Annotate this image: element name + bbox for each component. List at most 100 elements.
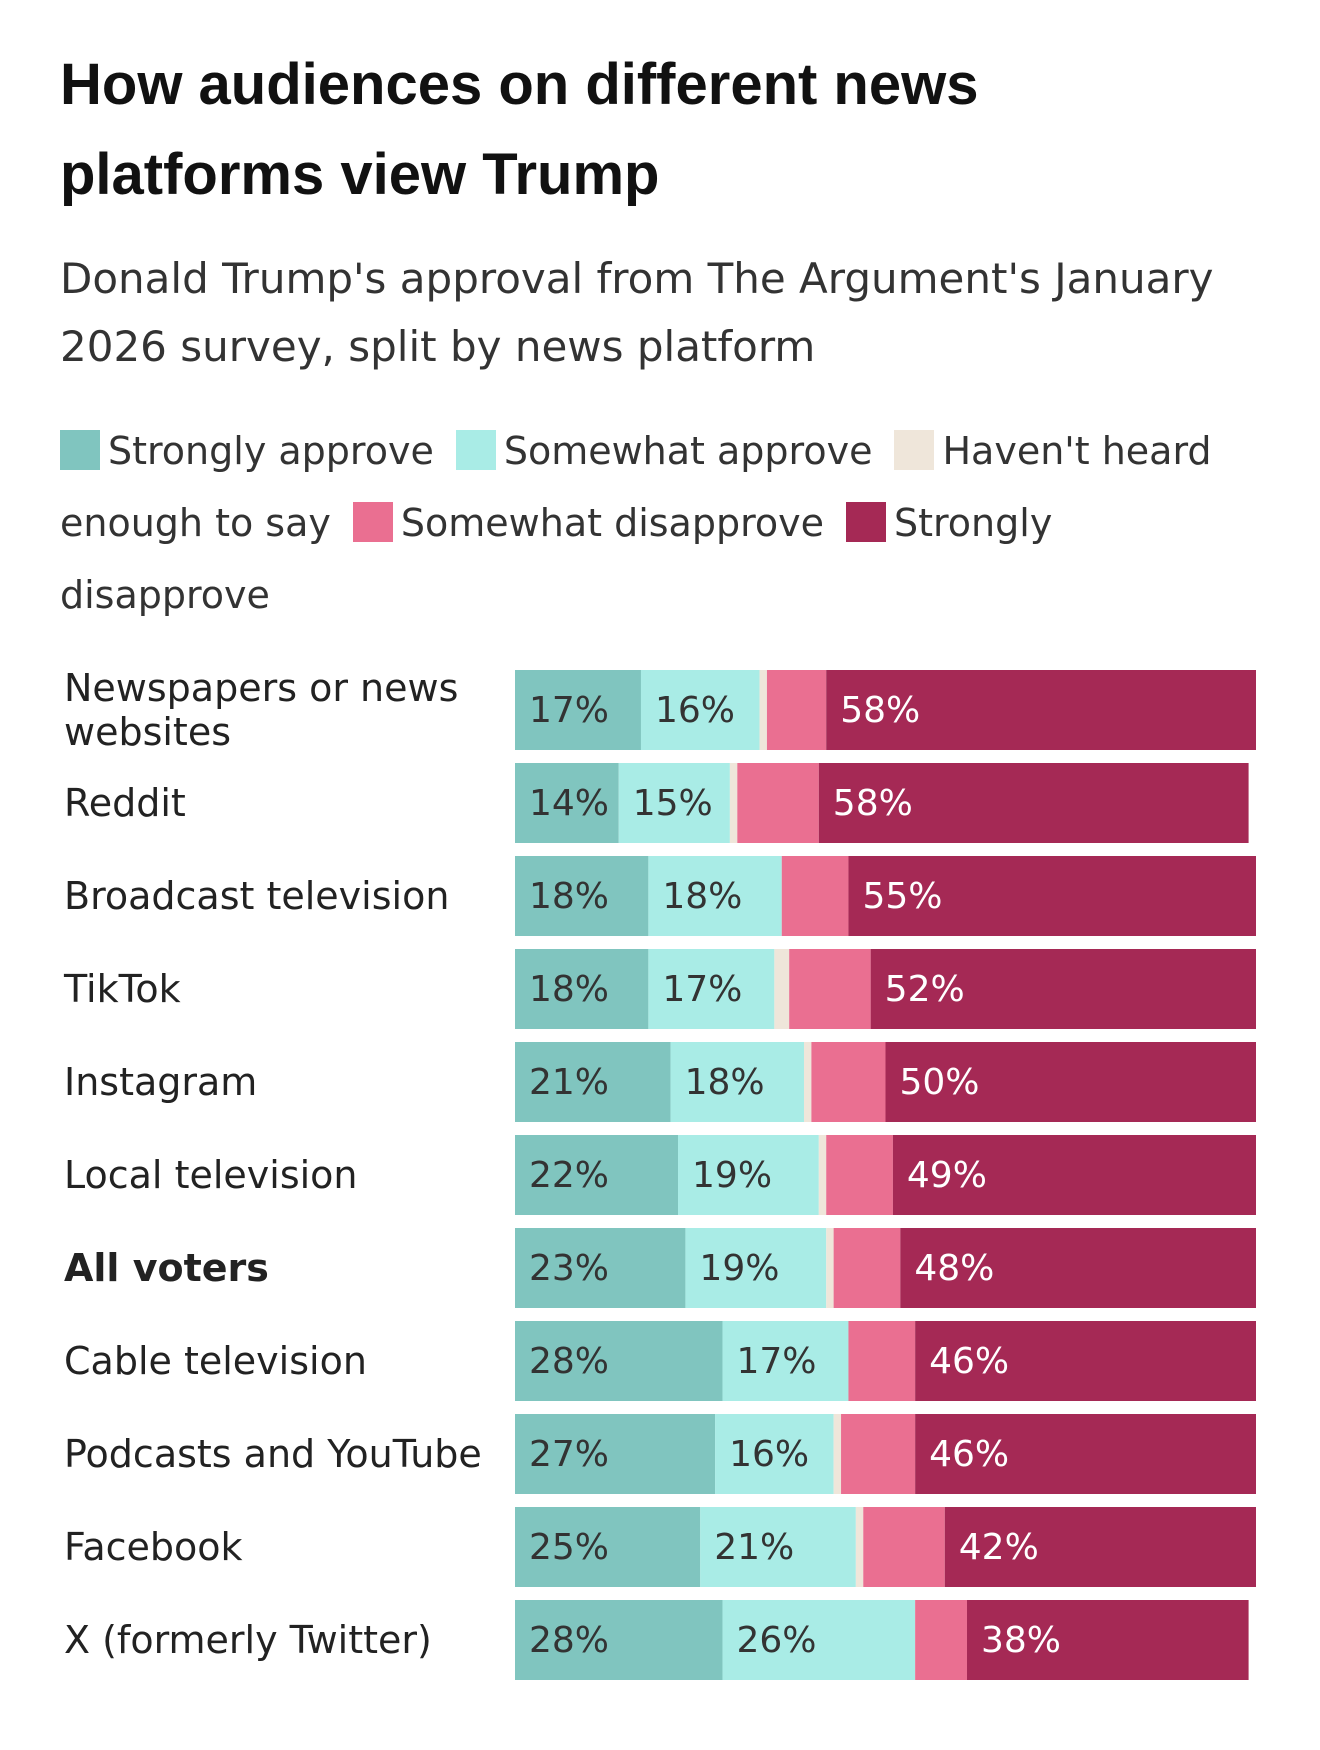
legend-label: Somewhat disapprove	[400, 501, 824, 545]
bar-segment	[759, 670, 767, 750]
value-label: 21%	[714, 1527, 794, 1568]
bar-segment	[722, 1321, 849, 1401]
bar-segment	[515, 1135, 679, 1215]
bar-segment	[848, 1321, 916, 1401]
legend-label: Strongly approve	[108, 429, 434, 473]
legend-item: Strongly disapprove	[60, 501, 1052, 617]
value-label: 21%	[529, 1062, 609, 1103]
bar-segment	[700, 1507, 856, 1587]
value-label: 15%	[633, 783, 713, 824]
bar-segment	[818, 1135, 827, 1215]
chart-subtitle: Donald Trump's approval from The Argumen…	[60, 254, 1214, 371]
bar-segment	[515, 1042, 671, 1122]
legend-swatch	[60, 430, 100, 470]
value-label: 19%	[692, 1155, 772, 1196]
y-tick-label: Podcasts and YouTube	[64, 1432, 482, 1476]
bar-segment	[515, 1600, 723, 1680]
legend-swatch	[352, 502, 393, 542]
bar-segment	[515, 1228, 686, 1308]
value-label: 52%	[885, 969, 965, 1010]
value-label: 18%	[529, 876, 609, 917]
bar-segment	[855, 1507, 864, 1587]
bar-segment	[722, 1600, 916, 1680]
bar-segment	[915, 1321, 1256, 1401]
bar-segment	[766, 670, 827, 750]
y-tick-label: Reddit	[64, 781, 186, 825]
y-tick-label: Broadcast television	[64, 874, 450, 918]
bar-segment	[967, 1600, 1249, 1680]
value-label: 46%	[929, 1434, 1009, 1475]
bar-segment	[678, 1135, 819, 1215]
bar-segment	[811, 1042, 886, 1122]
legend-label: Haven't heard enough to say	[60, 429, 1212, 545]
value-label: 16%	[655, 690, 735, 731]
value-label: 55%	[862, 876, 942, 917]
y-tick-label: Newspapers or news websites	[64, 666, 459, 754]
legend-label: Strongly disapprove	[60, 501, 1053, 617]
legend-item: Strongly approve	[60, 429, 434, 473]
bar-segment	[670, 1042, 804, 1122]
value-label: 17%	[736, 1341, 816, 1382]
value-label: 23%	[529, 1248, 609, 1289]
bar-segment	[841, 1414, 916, 1494]
bar-segment	[833, 1228, 901, 1308]
value-label: 22%	[529, 1155, 609, 1196]
bar-segment	[848, 856, 1256, 936]
legend-label: Somewhat approve	[503, 429, 873, 473]
legend-swatch	[846, 502, 886, 542]
bar-segment	[515, 1507, 701, 1587]
bar-segment	[515, 856, 649, 936]
bar-segment	[648, 949, 775, 1029]
bar-segment	[915, 1600, 968, 1680]
value-label: 25%	[529, 1527, 609, 1568]
y-tick-label: Cable television	[64, 1339, 367, 1383]
value-label: 17%	[529, 690, 609, 731]
bar-segment	[774, 949, 790, 1029]
legend: Strongly approve Somewhat approve Haven't …	[60, 415, 1280, 631]
bar-segment	[826, 670, 1256, 750]
value-label: 27%	[529, 1434, 609, 1475]
value-label: 26%	[736, 1620, 816, 1661]
value-label: 50%	[900, 1062, 980, 1103]
value-label: 46%	[929, 1341, 1009, 1382]
bar-segment	[826, 1135, 893, 1215]
bar-segment	[944, 1507, 1256, 1587]
bar-segment	[915, 1414, 1256, 1494]
bar-segment	[885, 1042, 1256, 1122]
bar-segment	[515, 1321, 723, 1401]
value-label: 18%	[662, 876, 742, 917]
value-label: 17%	[662, 969, 742, 1010]
bar-segment	[870, 949, 1256, 1029]
y-tick-label: All voters	[64, 1246, 269, 1290]
y-tick-label: Instagram	[64, 1060, 258, 1104]
bar-segment	[833, 1414, 842, 1494]
legend-swatch	[894, 430, 935, 470]
bar-segment	[737, 763, 819, 843]
bar-segment	[515, 949, 649, 1029]
value-label: 18%	[529, 969, 609, 1010]
bar-segment	[729, 763, 738, 843]
bar-segment	[803, 1042, 812, 1122]
value-label: 18%	[685, 1062, 765, 1103]
chart-title: How audiences on different news platform…	[60, 52, 979, 207]
y-tick-label: TikTok	[64, 967, 181, 1011]
bar-segment	[685, 1228, 827, 1308]
legend-item: Somewhat disapprove	[352, 501, 824, 545]
bar-segment	[826, 1228, 834, 1308]
y-tick-label: Facebook	[64, 1525, 243, 1569]
bar-segment	[715, 1414, 834, 1494]
legend-item: Somewhat approve	[455, 429, 873, 473]
bar-segment	[515, 1414, 716, 1494]
bar-segment	[892, 1135, 1256, 1215]
value-label: 49%	[907, 1155, 987, 1196]
value-label: 16%	[729, 1434, 809, 1475]
y-tick-label: X (formerly Twitter)	[64, 1618, 432, 1662]
y-tick-label: Local television	[64, 1153, 358, 1197]
bar-segment	[863, 1507, 945, 1587]
bar-segment	[515, 763, 619, 843]
value-label: 19%	[699, 1248, 779, 1289]
value-label: 38%	[981, 1620, 1061, 1661]
legend-item: Haven't heard enough to say	[60, 429, 1212, 545]
